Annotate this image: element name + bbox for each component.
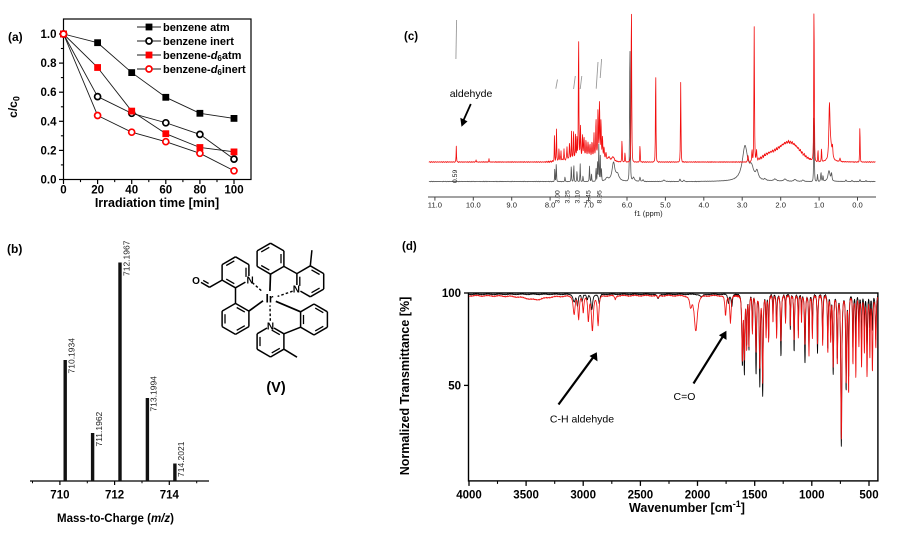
svg-text:3500: 3500 [513, 490, 539, 502]
svg-text:710: 710 [50, 490, 69, 502]
svg-text:C=O: C=O [674, 391, 696, 403]
svg-text:3.10: 3.10 [575, 190, 582, 203]
svg-text:0: 0 [60, 185, 66, 197]
svg-text:4000: 4000 [456, 490, 482, 502]
svg-text:100: 100 [442, 288, 461, 300]
svg-text:50: 50 [448, 380, 461, 392]
svg-text:0.0: 0.0 [852, 201, 863, 210]
svg-text:benzene atm: benzene atm [163, 22, 230, 34]
svg-text:711.1962: 711.1962 [94, 411, 104, 446]
svg-text:(d): (d) [402, 241, 417, 253]
svg-text:20: 20 [91, 185, 104, 197]
svg-text:60: 60 [159, 185, 172, 197]
svg-text:(a): (a) [8, 30, 23, 44]
svg-text:6.0: 6.0 [622, 201, 633, 210]
svg-text:3.0: 3.0 [737, 201, 748, 210]
svg-text:40: 40 [125, 185, 138, 197]
svg-text:500: 500 [859, 490, 878, 502]
svg-text:Normalized Transmittance [%]: Normalized Transmittance [%] [398, 297, 412, 476]
svg-text:712: 712 [105, 490, 124, 502]
svg-text:9.0: 9.0 [506, 201, 517, 210]
svg-text:Ir: Ir [266, 294, 274, 306]
svg-text:O: O [192, 276, 200, 287]
svg-text:100: 100 [224, 185, 243, 197]
svg-text:80: 80 [194, 185, 207, 197]
svg-text:2.0: 2.0 [775, 201, 786, 210]
svg-text:1.0: 1.0 [41, 29, 57, 41]
svg-text:(b): (b) [7, 242, 22, 256]
svg-text:N: N [267, 322, 274, 333]
svg-text:4.0: 4.0 [699, 201, 710, 210]
svg-text:2000: 2000 [685, 490, 711, 502]
svg-text:0.6: 0.6 [41, 87, 57, 99]
svg-text:1000: 1000 [799, 490, 825, 502]
svg-text:Mass-to-Charge (m/z): Mass-to-Charge (m/z) [57, 513, 174, 525]
svg-text:1.0: 1.0 [814, 201, 825, 210]
svg-text:N: N [293, 285, 300, 296]
svg-text:C-H aldehyde: C-H aldehyde [550, 414, 614, 426]
svg-text:benzene inert: benzene inert [163, 36, 234, 48]
svg-text:714.2021: 714.2021 [176, 441, 186, 477]
svg-text:benzene-d6inert: benzene-d6inert [163, 64, 246, 77]
svg-text:0.8: 0.8 [41, 58, 58, 70]
svg-text:7.0: 7.0 [583, 201, 594, 210]
svg-text:712.1967: 712.1967 [121, 240, 131, 276]
svg-text:benzene-d6atm: benzene-d6atm [163, 50, 242, 63]
svg-text:710.1934: 710.1934 [66, 338, 76, 374]
svg-text:8.95: 8.95 [597, 190, 604, 203]
svg-text:10.0: 10.0 [466, 201, 481, 210]
svg-text:3.00: 3.00 [555, 190, 562, 203]
svg-text:0.0: 0.0 [41, 175, 57, 187]
svg-text:N: N [246, 276, 253, 287]
svg-text:2500: 2500 [628, 490, 654, 502]
svg-text:0.2: 0.2 [41, 145, 57, 157]
svg-text:11.0: 11.0 [428, 201, 442, 210]
svg-text:5.0: 5.0 [660, 201, 671, 210]
svg-text:0.4: 0.4 [41, 116, 58, 128]
svg-text:aldehyde: aldehyde [450, 88, 493, 100]
svg-text:3.25: 3.25 [565, 190, 572, 203]
svg-text:713.1994: 713.1994 [149, 376, 159, 412]
svg-text:(c): (c) [404, 31, 418, 43]
svg-text:8.0: 8.0 [545, 201, 556, 210]
svg-text:3.45: 3.45 [586, 190, 593, 203]
svg-text:3000: 3000 [570, 490, 596, 502]
svg-text:f1 (ppm): f1 (ppm) [634, 209, 663, 218]
svg-text:c/c0: c/c0 [6, 96, 22, 118]
svg-text:0.59: 0.59 [452, 170, 459, 183]
svg-text:714: 714 [160, 490, 180, 502]
svg-text:(V): (V) [266, 380, 286, 396]
svg-text:1500: 1500 [742, 490, 768, 502]
svg-text:Wavenumber [cm-1]: Wavenumber [cm-1] [629, 499, 745, 515]
svg-text:Irradiation time [min]: Irradiation time [min] [95, 196, 219, 210]
